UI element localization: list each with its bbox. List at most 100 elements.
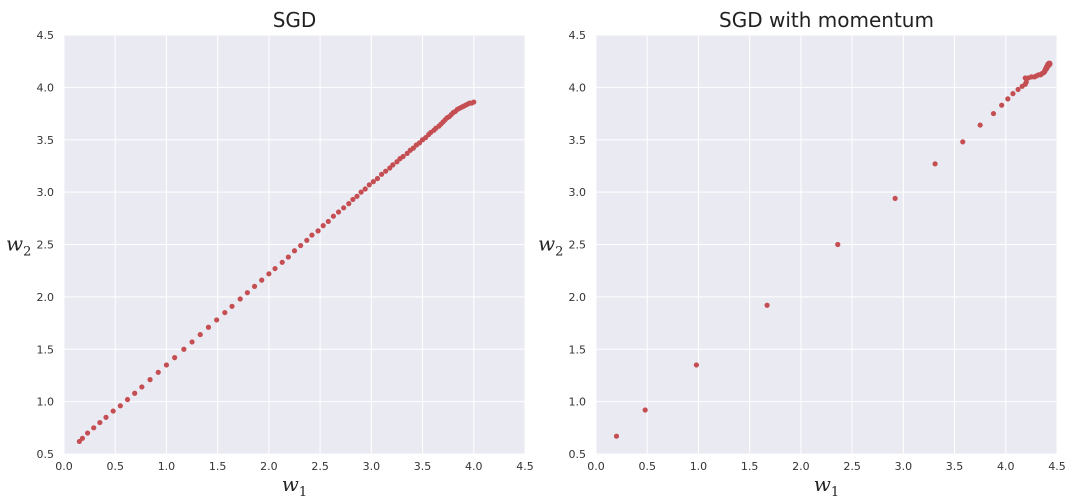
data-point [320,223,326,229]
y-axis-label-subscript: 2 [23,245,31,260]
data-point [103,414,109,420]
y-tick-label: 4.5 [569,29,587,42]
x-tick-label: 0.5 [106,460,124,473]
y-tick-label: 2.0 [569,291,587,304]
data-point [390,162,396,168]
x-tick-label: 1.0 [690,460,708,473]
y-tick-label: 3.0 [37,186,55,199]
data-point [341,205,347,211]
data-point [205,324,212,330]
y-tick-label: 1.5 [569,343,587,356]
x-tick-label: 3.0 [895,460,913,473]
x-axis-label-base: w [282,472,299,496]
data-point [350,196,356,203]
data-point [835,241,841,248]
data-point [1045,62,1051,68]
data-point [79,435,86,441]
data-point [693,362,699,368]
data-point [335,209,342,215]
y-tick-label: 0.5 [37,448,55,461]
x-tick-label: 3.5 [414,460,432,473]
y-tick-label: 2.0 [37,291,55,304]
y-axis-label-base: w [6,232,23,256]
y-axis-label: w2 [6,232,31,260]
x-tick-label: 4.5 [1048,460,1066,473]
data-point [84,430,91,436]
x-tick-label: 1.0 [158,460,176,473]
y-tick-label: 3.5 [569,134,587,147]
data-point [214,317,220,323]
data-point [304,237,310,243]
data-point [366,182,372,188]
x-tick-label: 2.5 [311,460,329,473]
data-point [147,377,153,383]
x-axis-label: w1 [814,472,839,500]
x-axis-label-base: w [814,472,831,496]
data-point [892,195,898,202]
x-tick-label: 0.0 [55,460,73,473]
data-point [110,408,116,414]
data-point [309,232,315,238]
x-tick-label: 4.5 [516,460,534,473]
x-axis-label-subscript: 1 [831,485,839,500]
data-point [960,139,966,145]
data-point [229,303,235,309]
data-point [315,228,321,234]
data-point [139,384,145,390]
data-point [291,248,298,254]
y-tick-label: 1.0 [37,396,55,409]
data-point [977,122,983,128]
data-point [259,277,265,283]
x-tick-label: 2.5 [843,460,861,473]
x-tick-label: 0.0 [587,460,605,473]
x-tick-label: 1.5 [209,460,227,473]
data-point [471,99,477,105]
y-tick-label: 1.5 [37,343,55,356]
data-point [613,433,620,439]
data-point [378,171,385,177]
data-point [172,355,178,361]
x-tick-label: 4.0 [465,460,483,473]
x-tick-label: 3.0 [363,460,381,473]
data-point [251,283,258,289]
y-tick-label: 1.0 [569,396,587,409]
data-point [400,153,406,160]
data-point [91,425,97,431]
chart-title: SGD with momentum [719,8,934,32]
x-axis-label-subscript: 1 [299,485,307,500]
y-tick-label: 4.0 [37,81,55,94]
y-tick-label: 3.5 [37,134,55,147]
x-tick-label: 3.5 [946,460,964,473]
y-tick-label: 3.0 [569,186,587,199]
data-point [132,390,138,396]
data-point [197,331,203,338]
data-point [383,168,389,174]
data-point [764,302,770,308]
data-point [163,362,170,368]
data-point [358,189,364,195]
data-point [272,265,278,272]
sgd-momentum-chart: 0.0 0.5 1.0 1.5 2.0 2.5 3.0 3.5 4.0 4.50.51.01.52… [538,8,1066,500]
data-point [354,193,360,199]
x-tick-label: 1.5 [741,460,759,473]
y-tick-label: 2.5 [37,239,55,252]
x-tick-label: 2.0 [260,460,278,473]
data-point [932,161,938,167]
data-point [237,296,243,302]
data-point [1005,96,1011,102]
data-point [370,179,376,185]
sgd-chart: 0.0 0.5 1.0 1.5 2.0 2.5 3.0 3.5 4.0 4.50.51.01.52… [6,8,534,500]
data-point [117,403,123,409]
x-tick-label: 2.0 [792,460,810,473]
data-point [1015,86,1021,93]
data-point [330,213,337,219]
data-point [1010,91,1016,97]
data-point [285,254,291,260]
data-point [279,259,285,265]
data-point [642,407,648,413]
data-point [244,290,250,296]
data-point [298,242,304,249]
y-axis-label-base: w [538,232,555,256]
y-tick-label: 2.5 [569,239,587,252]
